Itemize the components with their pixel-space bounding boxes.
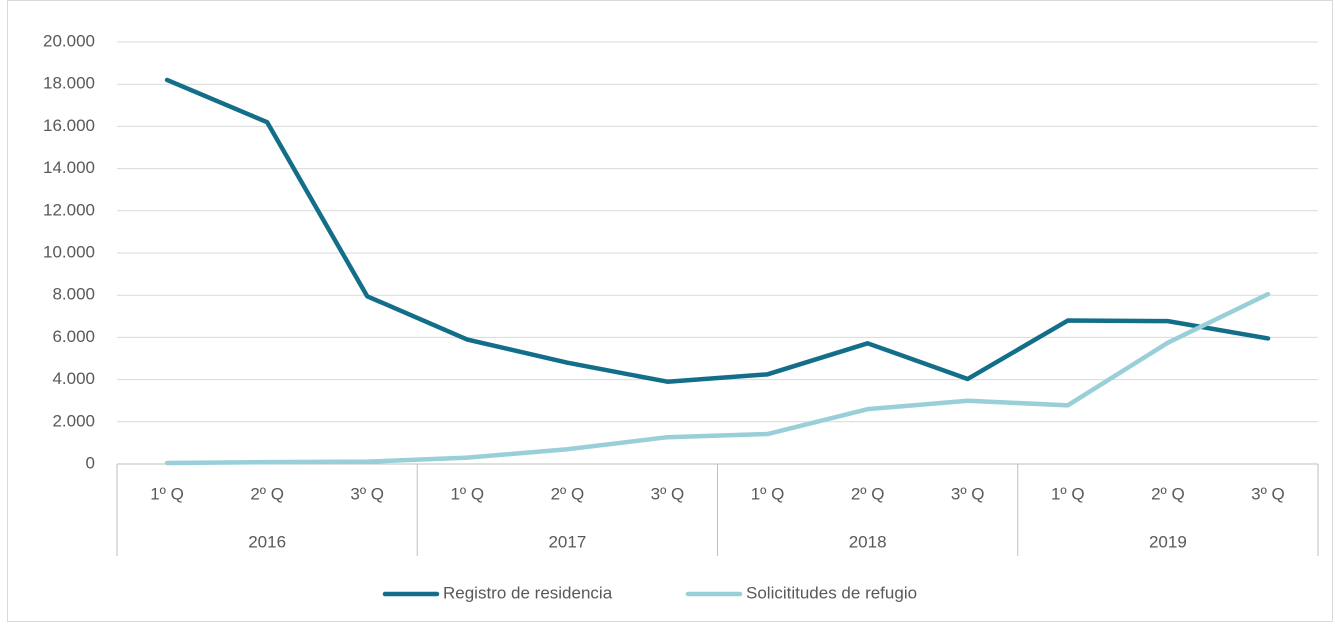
legend-label: Registro de residencia	[443, 583, 613, 602]
group-label: 2019	[1149, 532, 1187, 551]
chart-border	[7, 0, 1333, 622]
group-label: 2018	[849, 532, 887, 551]
x-tick-label: 2º Q	[551, 484, 585, 503]
group-label: 2017	[548, 532, 586, 551]
x-tick-label: 3º Q	[951, 484, 985, 503]
y-tick-label: 2.000	[52, 411, 95, 430]
y-tick-label: 0	[86, 453, 95, 472]
x-tick-label: 1º Q	[150, 484, 184, 503]
x-tick-label: 3º Q	[350, 484, 384, 503]
y-tick-label: 6.000	[52, 327, 95, 346]
x-tick-label: 3º Q	[651, 484, 685, 503]
x-tick-label: 1º Q	[751, 484, 785, 503]
y-tick-label: 16.000	[43, 116, 95, 135]
x-tick-label: 2º Q	[1151, 484, 1185, 503]
series-line	[164, 291, 1271, 466]
y-tick-label: 20.000	[43, 31, 95, 50]
x-tick-label: 2º Q	[851, 484, 885, 503]
y-tick-label: 18.000	[43, 74, 95, 93]
x-tick-label: 3º Q	[1251, 484, 1285, 503]
y-tick-label: 12.000	[43, 200, 95, 219]
group-label: 2016	[248, 532, 286, 551]
series-line	[164, 77, 1271, 384]
y-tick-label: 14.000	[43, 158, 95, 177]
y-tick-label: 10.000	[43, 242, 95, 261]
x-tick-label: 1º Q	[1051, 484, 1085, 503]
x-tick-label: 2º Q	[250, 484, 284, 503]
y-tick-label: 4.000	[52, 369, 95, 388]
x-tick-label: 1º Q	[450, 484, 484, 503]
y-tick-label: 8.000	[52, 285, 95, 304]
legend-label: Solicititudes de refugio	[746, 583, 917, 602]
